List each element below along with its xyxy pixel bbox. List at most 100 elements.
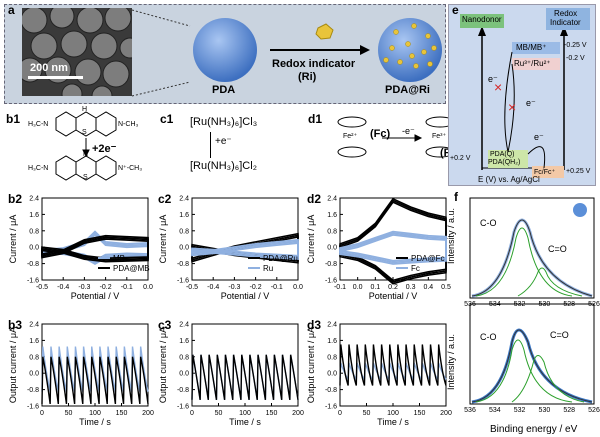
panel-label-e: e [452, 3, 459, 17]
c3-ytick-label: 1.6 [179, 338, 189, 345]
c3-ylabel: Output current / μA [158, 327, 168, 403]
d2-xtick-label: 0.2 [388, 284, 398, 291]
svg-text:H: H [82, 106, 87, 113]
d2-ytick-label: -1.6 [325, 278, 337, 285]
redox-label-1: Redox [554, 9, 578, 18]
ru-arrow [210, 132, 211, 158]
e3-label: e⁻ [534, 132, 544, 142]
c2-xtick-label: -0.2 [250, 284, 262, 291]
xps-top-co [475, 227, 573, 297]
xps-bottom-frame [469, 303, 595, 405]
c2-xtick-label: -0.1 [271, 284, 283, 291]
c2-legend-label-0: PDA@Ru [263, 254, 298, 263]
d2-xtick-label: 0.0 [353, 284, 363, 291]
f-co-bottom: C-O [480, 332, 497, 342]
b3-xtick-label: 150 [116, 410, 128, 417]
c2-xtick-label: 0.0 [293, 284, 303, 291]
b3-xtick-label: 0 [40, 410, 44, 417]
ru-electron: +e⁻ [215, 136, 232, 147]
redox-indicator-icon [315, 23, 334, 40]
panel-label-b3: b3 [8, 318, 23, 332]
xps-xtick-label-top: 536 [464, 301, 476, 308]
xps-xtick-label-top: 530 [539, 301, 551, 308]
f-co-top: C-O [480, 218, 497, 228]
d2-ylabel: Current / μA [306, 215, 316, 264]
b2-xtick-label: -0.4 [57, 284, 69, 291]
zoom-line-bottom [131, 81, 191, 97]
ri-label-line2: (Ri) [298, 71, 317, 83]
xps-xtick-label-bottom: 528 [563, 407, 575, 414]
d2-series-0 [339, 197, 447, 285]
d2-ytick-label: 0.8 [327, 228, 337, 235]
d2-xtick-label: 0.4 [423, 284, 433, 291]
c3-xlabel: Time / s [229, 417, 261, 427]
f-xlabel: Binding energy / eV [490, 424, 578, 435]
xps-bottom-co [475, 339, 573, 403]
d3-ylabel: Output current / μA [306, 327, 316, 403]
v3-label: +0.2 V [450, 155, 471, 162]
b2-xtick-label: -0.3 [78, 284, 90, 291]
c3-xtick-label: 0 [190, 410, 194, 417]
b2-legend-label-0: MB [113, 254, 125, 263]
c3-xtick-label: 50 [215, 410, 223, 417]
energy-diagram: × × [460, 8, 590, 178]
b2-xtick-label: -0.5 [36, 284, 48, 291]
xps-xtick-label-top: 532 [514, 301, 526, 308]
svg-text:N-CH₃: N-CH₃ [118, 121, 138, 128]
b3-ytick-label: -1.6 [27, 404, 39, 411]
xps-xtick-label-bottom: 532 [514, 407, 526, 414]
d3-xlabel: Time / s [377, 417, 409, 427]
mb-structure: H S N S H₃C-N N-CH₃ H₃C-N N⁺-CH₃ [28, 106, 142, 181]
d2-xtick-label: 0.5 [441, 284, 451, 291]
scale-bar-line [28, 76, 83, 79]
d3-xtick-label: 200 [440, 410, 452, 417]
pda-label: PDA [212, 84, 236, 96]
b3-trace-blue [41, 346, 149, 392]
svg-text:N: N [83, 151, 88, 158]
panel-label-a: a [8, 3, 15, 17]
charts-svg: -1.6 -0.8 0.0 0.8 1.6 2.4 -0.5 -0.4 -0.3 -0.2 -0.1… [8, 196, 452, 428]
c3-xtick-label: 100 [239, 410, 251, 417]
svg-text:S: S [82, 129, 87, 136]
xps-xtick-label-top: 528 [563, 301, 575, 308]
pda-ri-sphere [378, 18, 442, 82]
c3-xtick-label: 150 [266, 410, 278, 417]
d2-ytick-label: 0.0 [327, 245, 337, 252]
fc-electron: -e⁻ [402, 126, 415, 136]
b2-ytick-label: -0.8 [27, 261, 39, 268]
b2-xtick-label: -0.2 [100, 284, 112, 291]
d2-legend-label-1: Fc [411, 264, 420, 273]
c2-legend-label-1: Ru [263, 264, 273, 273]
b2-ytick-label: 2.4 [29, 196, 39, 203]
c3-ytick-label: 0.8 [179, 354, 189, 361]
b3-ytick-label: 0.8 [29, 354, 39, 361]
ru-label: Ru³⁺/Ru²⁺ [514, 59, 551, 68]
d2-series-1 [339, 230, 447, 265]
d3-ytick-label: 0.0 [327, 371, 337, 378]
f-ceo-bottom: C=O [550, 330, 569, 340]
mb-reaction-label: +2e⁻ [92, 143, 117, 155]
d3-ytick-label: -1.6 [325, 404, 337, 411]
xps-xtick-label-bottom: 526 [588, 407, 600, 414]
c2-series-1 [191, 238, 299, 261]
mb-label: MB/MB⁺ [516, 43, 547, 52]
v2-label: -0.2 V [566, 55, 585, 62]
redox-indicator-box [546, 8, 590, 30]
svg-text:H₃C-N: H₃C-N [28, 165, 48, 172]
cross-1: × [494, 79, 502, 95]
d2-legend-label-0: PDA@Fc [411, 254, 444, 263]
xps-xtick-label-bottom: 536 [464, 407, 476, 414]
xps-top-fit [471, 219, 593, 297]
d2-ytick-label: 1.6 [327, 212, 337, 219]
c2-xtick-label: -0.4 [207, 284, 219, 291]
b2-xtick-label: -0.1 [121, 284, 133, 291]
xps-top-ceo [517, 267, 583, 297]
svg-text:H₃C-N: H₃C-N [28, 121, 48, 128]
c3-ytick-label: -1.6 [177, 404, 189, 411]
fc-box [532, 166, 564, 178]
b2-ytick-label: -1.6 [27, 278, 39, 285]
d3-ytick-label: 2.4 [327, 322, 337, 329]
panel-a-graphics [131, 9, 442, 97]
b3-xtick-label: 100 [89, 410, 101, 417]
d3-xtick-label: 100 [387, 410, 399, 417]
